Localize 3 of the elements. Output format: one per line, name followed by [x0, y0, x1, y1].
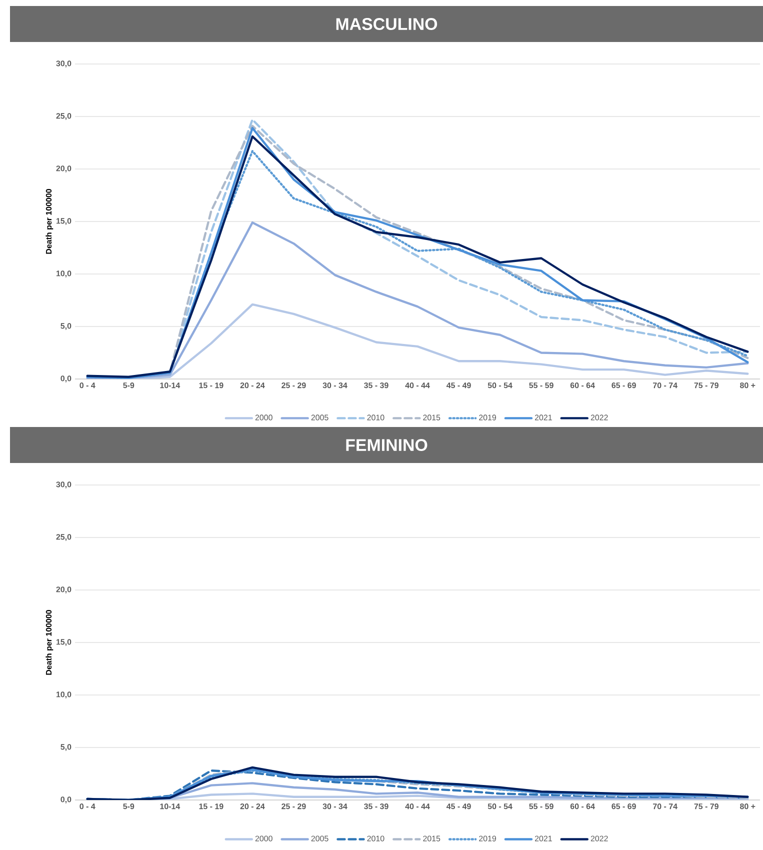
chart-title: FEMININO — [346, 439, 428, 452]
chart-title: MASCULINO — [336, 18, 438, 30]
line-series — [86, 221, 749, 379]
